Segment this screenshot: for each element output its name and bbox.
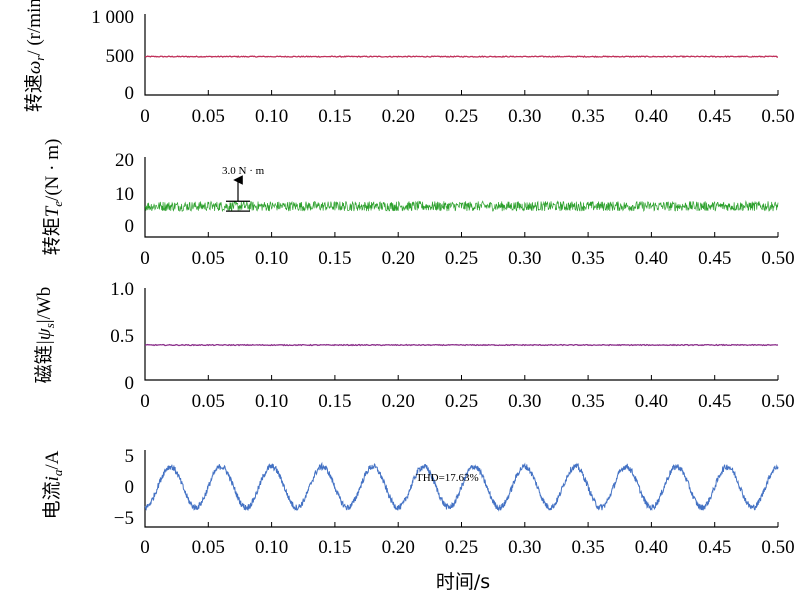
x-tick-label: 0.45 [698, 106, 731, 127]
x-tick-label: 0.40 [635, 106, 668, 127]
x-tick-label: 0.25 [445, 248, 478, 269]
flux-panel: 磁链|ψs|/Wb 1.0 0.5 0 0 0.05 0.10 0.15 0.20 0.2… [33, 279, 795, 412]
x-tick-label: 0.35 [571, 106, 604, 127]
x-tick-label: 0.20 [382, 106, 415, 127]
flux-axes [144, 288, 778, 381]
x-tick-label: 0.30 [508, 391, 541, 412]
x-tick-label: 0.10 [255, 391, 288, 412]
y-tick: 1.0 [110, 279, 134, 300]
torque-ripple-label: 3.0 N · m [222, 165, 265, 177]
x-tick-label: 0.40 [635, 391, 668, 412]
torque-series [144, 200, 779, 213]
x-tick-label: 0.30 [508, 537, 541, 558]
x-tick-label: 0 [140, 537, 150, 558]
x-tick-label: 0.25 [445, 391, 478, 412]
torque-y-label: 转矩Te/(N · m) [41, 139, 65, 256]
x-tick-label: 0.35 [571, 248, 604, 269]
svg-text:转矩Te/(N · m): 转矩Te/(N · m) [41, 139, 65, 256]
y-tick: 5 [125, 446, 135, 467]
flux-series [144, 343, 779, 347]
y-tick: 20 [115, 150, 134, 171]
speed-axes [144, 14, 778, 96]
torque-panel: 转矩Te/(N · m) 20 10 0 0 0.05 0.10 0.15 0.20 0.… [41, 139, 795, 269]
x-tick-label: 0.35 [571, 391, 604, 412]
x-tick-label: 0.10 [255, 106, 288, 127]
x-tick-label: 0.45 [698, 248, 731, 269]
speed-panel: 转速ωr/ (r/min) 1 000 500 0 0 0.05 0.10 0.15 0… [23, 0, 795, 127]
y-tick: 500 [106, 46, 135, 67]
svg-text:磁链|ψs|/Wb: 磁链|ψs|/Wb [33, 287, 57, 384]
y-tick: −5 [114, 508, 134, 529]
x-axis-title: 时间/s [436, 571, 490, 593]
x-tick-label: 0.30 [508, 106, 541, 127]
speed-x-ticks: 0 0.05 0.10 0.15 0.20 0.25 0.30 0.35 0.40 0.45 0.5… [140, 90, 795, 127]
x-tick-label: 0.20 [382, 391, 415, 412]
x-tick-label: 0.25 [445, 537, 478, 558]
x-tick-label: 0.15 [318, 106, 351, 127]
x-tick-label: 0 [140, 106, 150, 127]
flux-x-ticks: 0 0.05 0.10 0.15 0.20 0.25 0.30 0.35 0.40 0.45 0.5… [140, 375, 795, 412]
x-tick-label: 0.45 [698, 537, 731, 558]
x-tick-label: 0.05 [192, 391, 225, 412]
x-tick-label: 0.50 [761, 248, 794, 269]
flux-y-label: 磁链|ψs|/Wb [33, 287, 57, 384]
svg-text:转速ωr/ (r/min): 转速ωr/ (r/min) [23, 0, 47, 112]
speed-y-label: 转速ωr/ (r/min) [23, 0, 47, 112]
x-tick-label: 0.30 [508, 248, 541, 269]
x-tick-label: 0.50 [761, 537, 794, 558]
current-panel: 电流ia/A 5 0 −5 0 0.05 0.10 0.15 0.20 0.25 0.30 0… [41, 446, 795, 558]
x-tick-label: 0.15 [318, 391, 351, 412]
thd-label: THD=17.63% [416, 472, 479, 484]
y-tick: 0 [125, 216, 135, 237]
x-tick-label: 0.50 [761, 106, 794, 127]
y-tick: 10 [115, 184, 134, 205]
x-tick-label: 0.35 [571, 537, 604, 558]
svg-text:电流ia/A: 电流ia/A [41, 450, 65, 519]
x-tick-label: 0.40 [635, 248, 668, 269]
x-tick-label: 0.05 [192, 106, 225, 127]
y-tick: 0.5 [110, 326, 134, 347]
y-tick: 1 000 [91, 7, 134, 28]
x-tick-label: 0 [140, 248, 150, 269]
x-tick-label: 0.50 [761, 391, 794, 412]
x-tick-label: 0.20 [382, 248, 415, 269]
x-tick-label: 0.10 [255, 537, 288, 558]
current-x-ticks: 0 0.05 0.10 0.15 0.20 0.25 0.30 0.35 0.40 0.45 0.5… [140, 522, 795, 558]
x-tick-label: 0.15 [318, 537, 351, 558]
x-tick-label: 0.45 [698, 391, 731, 412]
x-tick-label: 0.05 [192, 537, 225, 558]
y-tick: 0 [125, 477, 135, 498]
x-tick-label: 0.40 [635, 537, 668, 558]
torque-x-ticks: 0 0.05 0.10 0.15 0.20 0.25 0.30 0.35 0.40 0.45 0.5… [140, 232, 795, 269]
y-tick: 0 [125, 373, 135, 394]
torque-ripple-annotation: 3.0 N · m [222, 165, 265, 212]
x-tick-label: 0.10 [255, 248, 288, 269]
x-tick-label: 0.15 [318, 248, 351, 269]
current-series [144, 461, 779, 512]
y-tick: 0 [125, 83, 135, 104]
current-y-label: 电流ia/A [41, 450, 65, 519]
speed-series [144, 55, 779, 58]
x-tick-label: 0.05 [192, 248, 225, 269]
x-tick-label: 0 [140, 391, 150, 412]
x-tick-label: 0.25 [445, 106, 478, 127]
x-tick-label: 0.20 [382, 537, 415, 558]
